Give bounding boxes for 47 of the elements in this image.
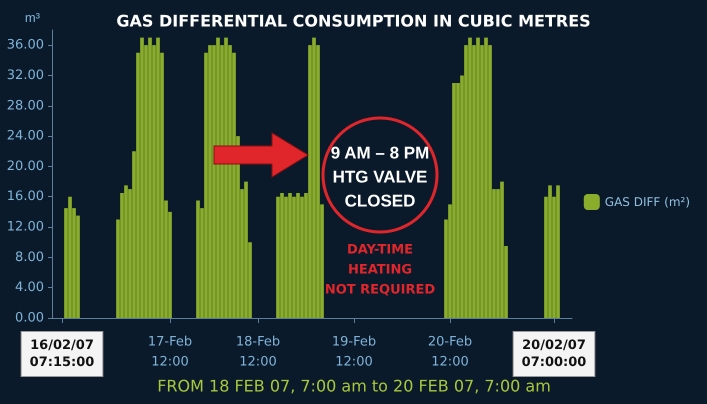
x-tick-label: 20-Feb 12:00	[428, 334, 472, 370]
bar	[124, 185, 128, 318]
y-tick-label: 36.00	[6, 38, 44, 53]
bar	[452, 83, 456, 318]
bar	[216, 38, 220, 318]
x-tick-label: 16/02/07 07:15:00	[30, 338, 94, 370]
bar	[140, 38, 144, 318]
y-tick-label: 4.00	[15, 280, 44, 296]
y-tick-label: 24.00	[6, 128, 44, 144]
bar	[556, 185, 560, 318]
bar	[224, 38, 228, 318]
bar	[548, 185, 552, 318]
bar	[284, 196, 288, 318]
bar	[244, 182, 248, 318]
bar	[300, 196, 304, 318]
x-tick-label: 17-Feb 12:00	[148, 334, 192, 370]
text: FROM 18 FEB 07, 7:00 am to 20 FEB 07, 7:00 am	[157, 376, 551, 396]
annotation: DAY-TIME HEATING NOT REQUIRED	[324, 242, 436, 298]
x-tick-label: 18-Feb 12:00	[236, 334, 280, 370]
bar	[208, 45, 212, 318]
bar	[476, 38, 480, 318]
bar	[500, 182, 504, 318]
bar	[292, 196, 296, 318]
y-tick-label: 12.00	[6, 220, 44, 235]
bar	[468, 38, 472, 318]
bar	[196, 200, 200, 318]
bar	[148, 38, 152, 318]
y-tick-label: 0.00	[15, 310, 44, 326]
y-tick-label: 28.00	[6, 98, 44, 114]
annotation: 9 AM – 8 PM HTG VALVE CLOSED	[330, 144, 430, 210]
bar	[288, 192, 292, 318]
y-tick-label: 8.00	[15, 250, 44, 265]
bar	[68, 196, 72, 318]
y-tick-label: 20.00	[6, 158, 44, 174]
bar	[280, 192, 284, 318]
x-tick-label: 19-Feb 12:00	[332, 334, 376, 370]
bar	[156, 38, 160, 318]
bar	[276, 196, 280, 318]
bar	[312, 38, 316, 318]
bar	[484, 38, 488, 318]
y-tick-label: 32.00	[6, 68, 44, 83]
y-tick-label: 16.00	[6, 189, 44, 204]
y-axis-title: m³	[24, 10, 41, 25]
bar	[296, 192, 300, 318]
x-tick-label: 20/02/07 07:00:00	[522, 338, 586, 370]
legend-label: GAS DIFF (m²)	[604, 195, 690, 209]
chart-title: GAS DIFFERENTIAL CONSUMPTION IN CUBIC METRES	[116, 12, 591, 30]
